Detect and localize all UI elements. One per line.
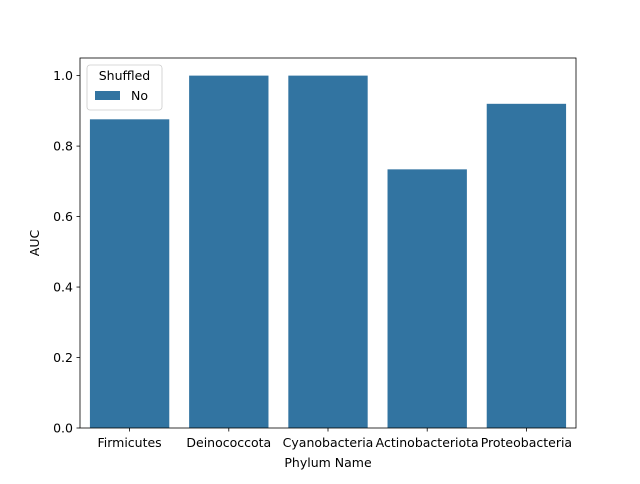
- x-tick-label: Deinococcota: [186, 435, 271, 450]
- bar-deinococcota: [189, 75, 269, 429]
- legend: Shuffled No: [86, 64, 163, 111]
- y-tick-label: 0.8: [53, 139, 73, 154]
- legend-label: No: [131, 88, 148, 103]
- bar-actinobacteriota: [387, 169, 467, 428]
- x-axis-title: Phylum Name: [284, 455, 372, 470]
- bar-cyanobacteria: [288, 75, 368, 429]
- bar-proteobacteria: [486, 103, 567, 428]
- y-tick-label: 0.2: [53, 350, 73, 365]
- y-tick-label: 0.6: [53, 209, 73, 224]
- x-tick-label: Cyanobacteria: [283, 435, 374, 450]
- legend-swatch: [95, 91, 120, 100]
- x-tick-label: Actinobacteriota: [376, 435, 479, 450]
- y-axis-title: AUC: [27, 230, 42, 257]
- legend-title: Shuffled: [99, 68, 151, 83]
- bar-firmicutes: [89, 119, 170, 428]
- y-tick-label: 1.0: [53, 68, 73, 83]
- x-tick-label: Proteobacteria: [481, 435, 572, 450]
- y-tick-label: 0.0: [53, 421, 73, 436]
- x-axis: Firmicutes Deinococcota Cyanobacteria Actin…: [97, 428, 572, 450]
- y-tick-label: 0.4: [53, 280, 73, 295]
- bars-layer: [89, 75, 567, 429]
- y-axis: 0.0 0.2 0.4 0.6 0.8 1.0: [53, 68, 80, 436]
- x-tick-label: Firmicutes: [97, 435, 161, 450]
